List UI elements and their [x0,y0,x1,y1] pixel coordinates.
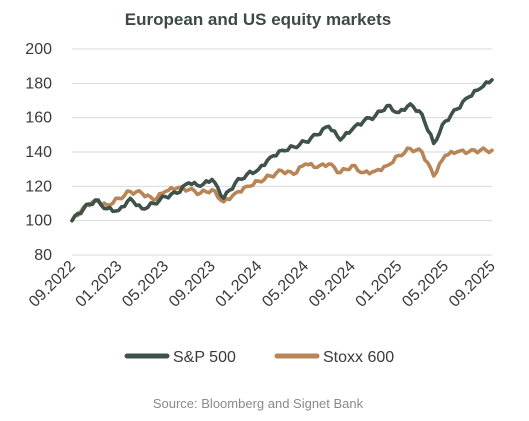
x-tick-label: 09.2024 [306,258,359,311]
legend-label: Stoxx 600 [323,349,394,366]
chart-title: European and US equity markets [125,10,391,29]
y-tick-label: 140 [25,144,52,161]
source-note: Source: Bloomberg and Signet Bank [153,396,364,411]
x-tick-label: 01.2023 [73,258,126,311]
series-line-stoxx-600 [70,146,494,223]
x-tick-label: 09.2023 [166,258,219,311]
x-tick-label: 05.2024 [259,258,312,311]
x-tick-label: 05.2023 [119,258,172,311]
legend-label: S&P 500 [173,349,236,366]
series-line-s-p-500 [70,78,494,223]
y-tick-label: 180 [25,75,52,92]
x-axis-ticks: 09.202201.202305.202309.202301.202405.20… [26,258,499,311]
x-tick-label: 01.2025 [353,258,406,311]
series-lines [70,78,494,223]
x-tick-label: 01.2024 [213,258,266,311]
y-tick-label: 200 [25,41,52,58]
x-tick-label: 09.2022 [26,258,79,311]
y-tick-label: 100 [25,213,52,230]
x-tick-label: 09.2025 [446,258,499,311]
y-tick-label: 160 [25,110,52,127]
legend: S&P 500 Stoxx 600 [124,349,394,366]
x-tick-label: 05.2025 [399,258,452,311]
grid-lines [72,48,492,256]
y-tick-label: 80 [34,247,52,264]
y-tick-label: 120 [25,178,52,195]
y-axis-ticks: 80 100 120 140 160 180 200 [25,41,52,264]
